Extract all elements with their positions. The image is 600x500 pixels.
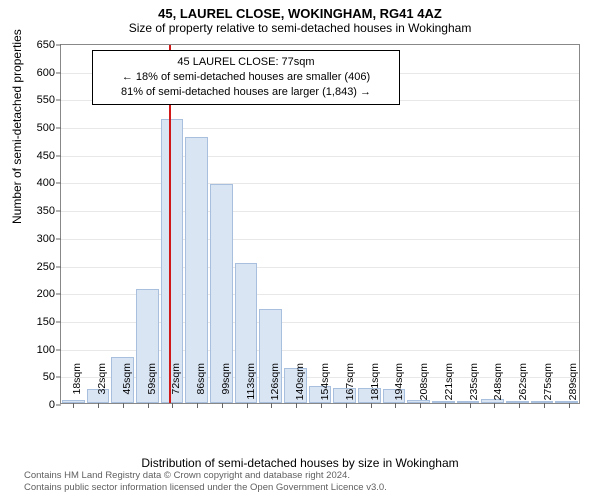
y-tick-mark <box>56 100 61 101</box>
footer-line-1: Contains HM Land Registry data © Crown c… <box>24 470 387 482</box>
info-line-2: ← 18% of semi-detached houses are smalle… <box>101 70 391 85</box>
info-box: 45 LAUREL CLOSE: 77sqm ← 18% of semi-det… <box>92 50 400 105</box>
x-tick-label: 194sqm <box>393 363 405 407</box>
info-line-1: 45 LAUREL CLOSE: 77sqm <box>101 55 391 70</box>
y-tick-mark <box>56 266 61 267</box>
x-tick-label: 18sqm <box>71 363 83 407</box>
info-line-3: 81% of semi-detached houses are larger (… <box>101 85 391 100</box>
bar <box>161 119 184 403</box>
plot-area: 0501001502002503003504004505005506006501… <box>60 44 580 404</box>
x-axis-label: Distribution of semi-detached houses by … <box>0 456 600 470</box>
footer-line-2: Contains public sector information licen… <box>24 482 387 494</box>
page-subtitle: Size of property relative to semi-detach… <box>0 21 600 39</box>
y-tick-mark <box>56 183 61 184</box>
y-tick-mark <box>56 155 61 156</box>
x-tick-label: 59sqm <box>146 363 158 407</box>
y-tick-mark <box>56 45 61 46</box>
y-tick-mark <box>56 238 61 239</box>
x-tick-label: 262sqm <box>517 363 529 407</box>
x-tick-label: 275sqm <box>542 363 554 407</box>
x-tick-label: 126sqm <box>269 363 281 407</box>
x-tick-label: 208sqm <box>418 363 430 407</box>
x-tick-label: 235sqm <box>468 363 480 407</box>
x-tick-label: 181sqm <box>369 363 381 407</box>
x-tick-label: 154sqm <box>319 363 331 407</box>
page-title: 45, LAUREL CLOSE, WOKINGHAM, RG41 4AZ <box>0 0 600 21</box>
y-tick-mark <box>56 377 61 378</box>
x-tick-label: 113sqm <box>245 363 257 407</box>
x-tick-label: 221sqm <box>443 363 455 407</box>
y-axis-label: Number of semi-detached properties <box>10 29 24 224</box>
x-tick-label: 45sqm <box>121 363 133 407</box>
x-tick-label: 140sqm <box>294 363 306 407</box>
y-tick-mark <box>56 128 61 129</box>
x-tick-label: 289sqm <box>567 363 579 407</box>
x-tick-label: 72sqm <box>170 363 182 407</box>
chart-area: 0501001502002503003504004505005506006501… <box>60 44 580 404</box>
x-tick-label: 167sqm <box>344 363 356 407</box>
x-tick-label: 32sqm <box>96 363 108 407</box>
y-tick-mark <box>56 72 61 73</box>
x-tick-label: 248sqm <box>492 363 504 407</box>
y-tick-mark <box>56 349 61 350</box>
y-tick-mark <box>56 321 61 322</box>
y-tick-mark <box>56 294 61 295</box>
x-tick-label: 86sqm <box>195 363 207 407</box>
footer: Contains HM Land Registry data © Crown c… <box>24 470 387 494</box>
y-tick-mark <box>56 405 61 406</box>
y-tick-mark <box>56 211 61 212</box>
x-tick-label: 99sqm <box>220 363 232 407</box>
